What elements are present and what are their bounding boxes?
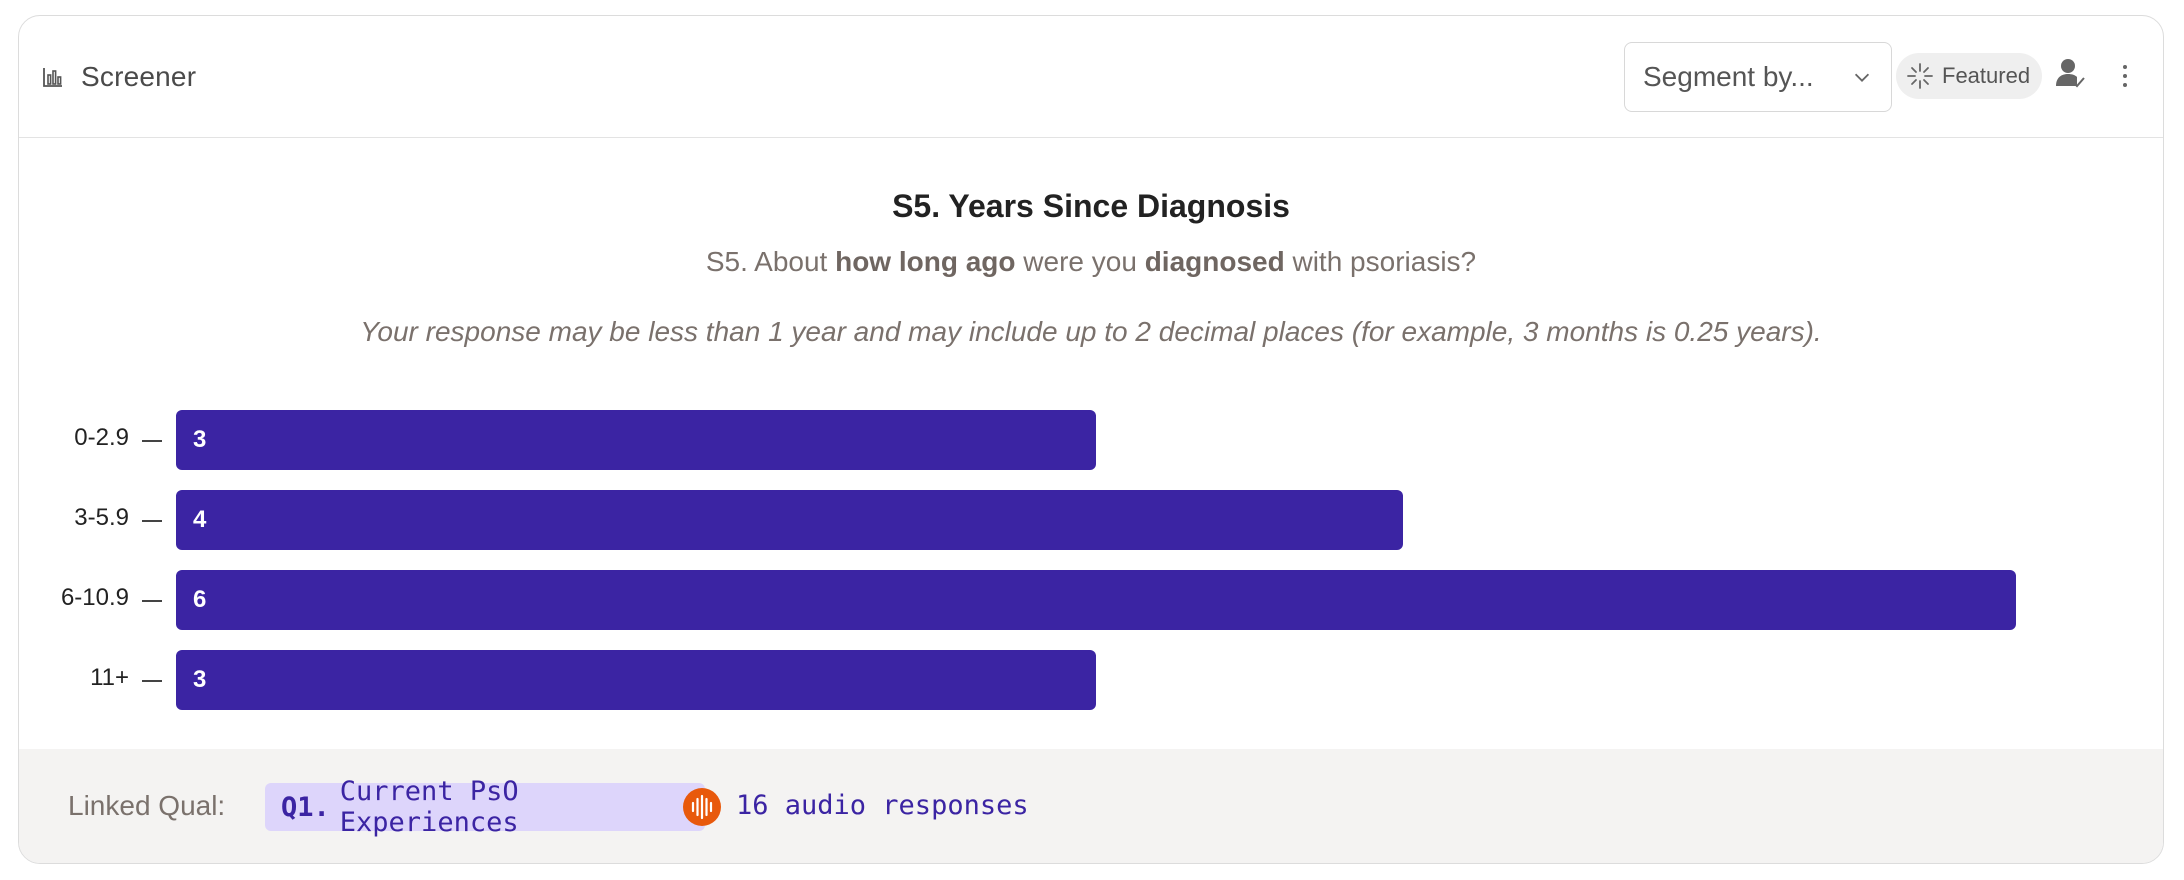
chart-title: S5. Years Since Diagnosis bbox=[892, 188, 1290, 224]
category-label: 0-2.9 bbox=[74, 424, 129, 451]
category-label: 3-5.9 bbox=[74, 504, 129, 531]
qual-id: Q1. bbox=[281, 791, 330, 823]
audio-responses-link[interactable]: 16 audio responses bbox=[736, 790, 1029, 821]
axis-tick bbox=[142, 600, 162, 602]
segment-by-label: Segment by... bbox=[1643, 61, 1814, 92]
featured-label: Featured bbox=[1942, 63, 2031, 88]
category-label: 11+ bbox=[90, 664, 129, 691]
axis-tick bbox=[142, 520, 162, 522]
bar[interactable]: 3 bbox=[176, 410, 1096, 470]
axis-tick bbox=[142, 440, 162, 442]
bar-value-label: 3 bbox=[193, 426, 207, 453]
category-label: 6-10.9 bbox=[60, 584, 129, 611]
card-title: Screener bbox=[41, 16, 196, 138]
audio-waveform-icon[interactable] bbox=[682, 787, 722, 827]
bar-value-label: 4 bbox=[193, 506, 207, 533]
bar[interactable]: 4 bbox=[176, 490, 1403, 550]
bar-chart-icon bbox=[43, 68, 62, 87]
user-check-icon[interactable] bbox=[2053, 56, 2087, 90]
question-part: were you bbox=[1015, 246, 1145, 277]
bar-value-label: 3 bbox=[193, 666, 207, 693]
bar-chart: 0-2.9 3 3-5.9 4 6-10.9 6 11+ 3 bbox=[19, 386, 2163, 726]
bar-value-label: 6 bbox=[193, 586, 207, 613]
bar[interactable]: 3 bbox=[176, 650, 1096, 710]
question-instruction: Your response may be less than 1 year an… bbox=[360, 316, 1822, 347]
segment-by-dropdown[interactable]: Segment by... bbox=[1624, 42, 1892, 112]
linked-qual-chip[interactable]: Q1. Current PsO Experiences bbox=[265, 776, 705, 838]
question-emphasis: how long ago bbox=[835, 246, 1016, 277]
chevron-down-icon bbox=[1854, 73, 1870, 82]
screener-card: Screener Segment by... bbox=[18, 15, 2164, 864]
question-text: S5. About how long ago were you diagnose… bbox=[19, 246, 2163, 278]
card-title-text: Screener bbox=[81, 61, 197, 92]
question-part: S5. About bbox=[705, 246, 836, 277]
featured-button[interactable]: Featured bbox=[1896, 53, 2042, 99]
sparkle-icon bbox=[1907, 63, 1933, 89]
more-vertical-icon[interactable] bbox=[2113, 61, 2137, 91]
linked-qual-label: Linked Qual: bbox=[68, 790, 226, 821]
question-part: with psoriasis? bbox=[1284, 246, 1477, 277]
axis-tick bbox=[142, 680, 162, 682]
card-header: Screener Segment by... bbox=[19, 16, 2163, 138]
linked-qual-footer: Linked Qual: Q1. Current PsO Experiences… bbox=[19, 749, 2163, 863]
qual-title: Current PsO Experiences bbox=[339, 776, 519, 838]
bar[interactable]: 6 bbox=[176, 570, 2016, 630]
question-emphasis: diagnosed bbox=[1144, 246, 1285, 277]
